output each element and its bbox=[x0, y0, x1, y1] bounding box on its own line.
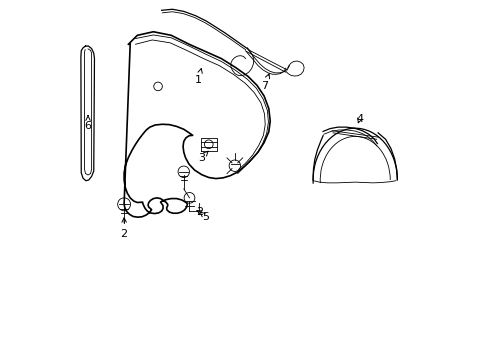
Text: 3: 3 bbox=[198, 151, 208, 163]
Text: 7: 7 bbox=[261, 74, 269, 91]
Text: 1: 1 bbox=[194, 68, 202, 85]
Text: 5: 5 bbox=[199, 212, 209, 222]
Text: 6: 6 bbox=[84, 116, 91, 131]
Text: 4: 4 bbox=[355, 114, 363, 124]
Text: 2: 2 bbox=[121, 218, 127, 239]
Text: 2: 2 bbox=[196, 207, 203, 217]
